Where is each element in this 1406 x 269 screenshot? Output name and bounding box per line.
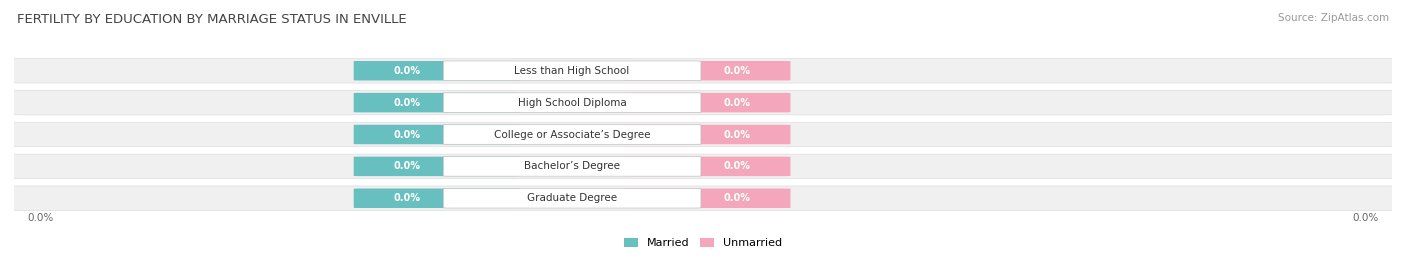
Text: Source: ZipAtlas.com: Source: ZipAtlas.com xyxy=(1278,13,1389,23)
FancyBboxPatch shape xyxy=(443,189,702,208)
Text: 0.0%: 0.0% xyxy=(28,213,53,223)
FancyBboxPatch shape xyxy=(0,58,1406,83)
FancyBboxPatch shape xyxy=(624,189,790,208)
FancyBboxPatch shape xyxy=(443,93,702,112)
Text: High School Diploma: High School Diploma xyxy=(517,98,627,108)
FancyBboxPatch shape xyxy=(443,157,702,176)
FancyBboxPatch shape xyxy=(624,157,790,176)
FancyBboxPatch shape xyxy=(443,125,702,144)
Text: 0.0%: 0.0% xyxy=(394,161,420,171)
FancyBboxPatch shape xyxy=(354,125,520,144)
Text: 0.0%: 0.0% xyxy=(724,193,751,203)
Legend: Married, Unmarried: Married, Unmarried xyxy=(620,233,786,253)
FancyBboxPatch shape xyxy=(624,125,790,144)
Text: 0.0%: 0.0% xyxy=(724,66,751,76)
FancyBboxPatch shape xyxy=(0,154,1406,179)
Text: Less than High School: Less than High School xyxy=(515,66,630,76)
Text: 0.0%: 0.0% xyxy=(724,129,751,140)
Text: 0.0%: 0.0% xyxy=(394,66,420,76)
FancyBboxPatch shape xyxy=(354,93,520,112)
Text: 0.0%: 0.0% xyxy=(394,193,420,203)
Text: 0.0%: 0.0% xyxy=(724,161,751,171)
FancyBboxPatch shape xyxy=(443,61,702,80)
Text: 0.0%: 0.0% xyxy=(724,98,751,108)
FancyBboxPatch shape xyxy=(0,186,1406,211)
Text: College or Associate’s Degree: College or Associate’s Degree xyxy=(494,129,651,140)
FancyBboxPatch shape xyxy=(624,61,790,80)
FancyBboxPatch shape xyxy=(0,122,1406,147)
Text: 0.0%: 0.0% xyxy=(394,98,420,108)
Text: 0.0%: 0.0% xyxy=(1353,213,1378,223)
FancyBboxPatch shape xyxy=(0,90,1406,115)
Text: 0.0%: 0.0% xyxy=(394,129,420,140)
FancyBboxPatch shape xyxy=(354,189,520,208)
Text: Graduate Degree: Graduate Degree xyxy=(527,193,617,203)
Text: Bachelor’s Degree: Bachelor’s Degree xyxy=(524,161,620,171)
Text: FERTILITY BY EDUCATION BY MARRIAGE STATUS IN ENVILLE: FERTILITY BY EDUCATION BY MARRIAGE STATU… xyxy=(17,13,406,26)
FancyBboxPatch shape xyxy=(354,157,520,176)
FancyBboxPatch shape xyxy=(354,61,520,80)
FancyBboxPatch shape xyxy=(624,93,790,112)
